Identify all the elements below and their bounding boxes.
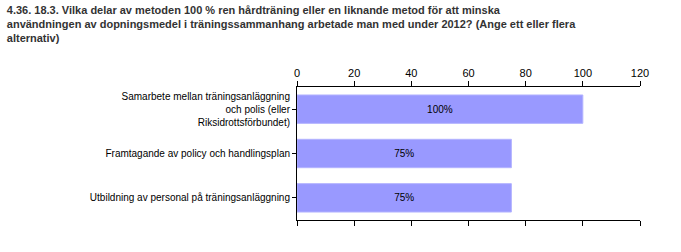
svg-text:Samarbete mellan träningsanläg: Samarbete mellan träningsanläggningoch p… — [122, 91, 291, 128]
svg-text:Framtagande av policy och hand: Framtagande av policy och handlingsplan — [105, 148, 290, 159]
svg-text:75%: 75% — [394, 148, 414, 159]
svg-text:100%: 100% — [427, 104, 453, 115]
svg-text:100: 100 — [574, 67, 592, 79]
svg-text:Utbildning av personal på trän: Utbildning av personal på träningsanlägg… — [90, 192, 290, 203]
svg-text:75%: 75% — [394, 192, 414, 203]
svg-text:0: 0 — [294, 67, 300, 79]
svg-text:40: 40 — [405, 67, 417, 79]
svg-text:20: 20 — [348, 67, 360, 79]
svg-text:80: 80 — [520, 67, 532, 79]
svg-text:60: 60 — [462, 67, 474, 79]
svg-text:120: 120 — [631, 67, 649, 79]
svg-text:4.36. 18.3. Vilka delar av met: 4.36. 18.3. Vilka delar av metoden 100 %… — [7, 4, 576, 45]
